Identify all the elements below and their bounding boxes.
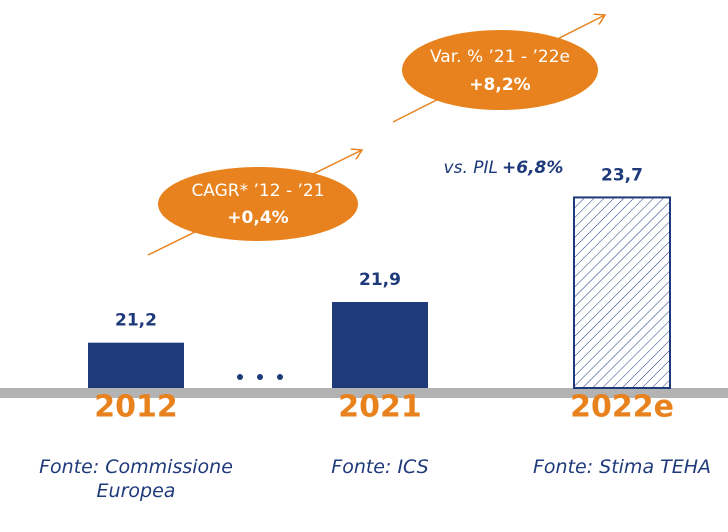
callout [402,30,598,110]
note-value: +6,8% [502,158,563,178]
ellipsis [237,374,283,380]
callout-text: Var. % ’21 - ’22e [430,47,570,67]
bar [88,342,184,388]
value-label: 21,2 [115,311,157,331]
bar [573,196,671,389]
source-label: Fonte: Commissione Europea [39,456,233,502]
x-tick-label: 2021 [338,390,422,425]
x-tick-label: 2022e [570,390,674,425]
callout-value: +8,2% [469,75,530,95]
callout-text: CAGR* ’12 - ’21 [191,181,324,201]
callout-value: +0,4% [227,208,288,228]
baseline [0,388,728,398]
value-label: 23,7 [601,165,643,185]
x-tick-label: 2012 [94,390,178,425]
source-label: Fonte: ICS [331,456,429,478]
value-label: 21,9 [359,270,401,290]
source-label: Fonte: Stima TEHA [532,456,712,478]
bar [332,302,428,388]
note-text: vs. PIL [444,158,498,178]
callout [158,167,358,241]
